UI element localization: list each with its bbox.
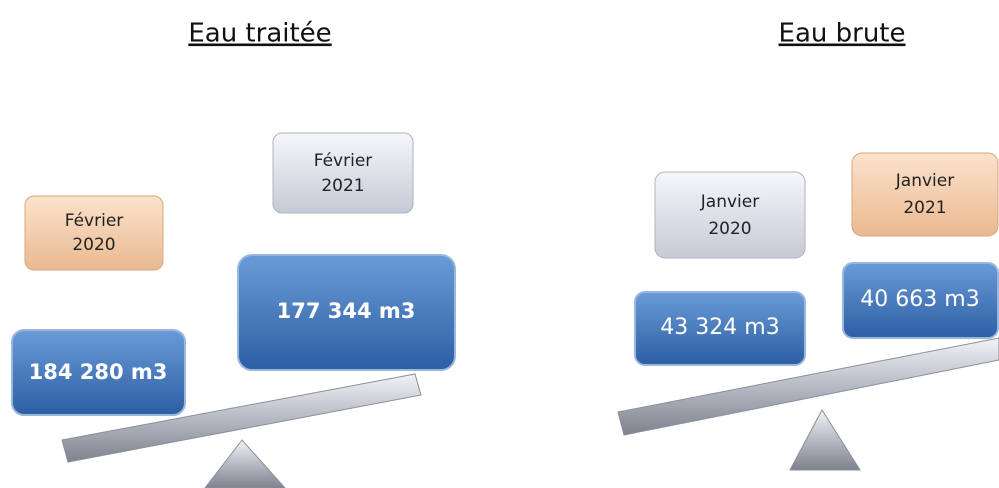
period-month: Janvier: [895, 171, 954, 191]
period-year: 2020: [708, 219, 751, 239]
panel-title: Eau traitée: [188, 19, 331, 49]
period-month: Février: [65, 211, 124, 231]
infographic: Eau traitée Février 2020 Février 2021 18…: [0, 0, 999, 488]
value: 184 280 m3: [29, 360, 168, 384]
period-month: Janvier: [700, 192, 759, 212]
fulcrum: [790, 410, 860, 470]
period-month: Février: [314, 151, 373, 171]
period-box: [852, 153, 998, 236]
period-box: [273, 133, 413, 213]
period-year: 2020: [72, 235, 115, 255]
page: {"panels": [ {"title": "Eau traitée", "b…: [0, 0, 999, 488]
value: 43 324 m3: [660, 315, 779, 340]
period-year: 2021: [903, 198, 946, 218]
period-box: [655, 172, 805, 258]
value: 177 344 m3: [277, 299, 416, 323]
period-year: 2021: [321, 176, 364, 196]
period-box: [25, 196, 163, 270]
fulcrum: [205, 440, 285, 488]
value: 40 663 m3: [860, 287, 979, 312]
panel-title: Eau brute: [779, 19, 906, 49]
